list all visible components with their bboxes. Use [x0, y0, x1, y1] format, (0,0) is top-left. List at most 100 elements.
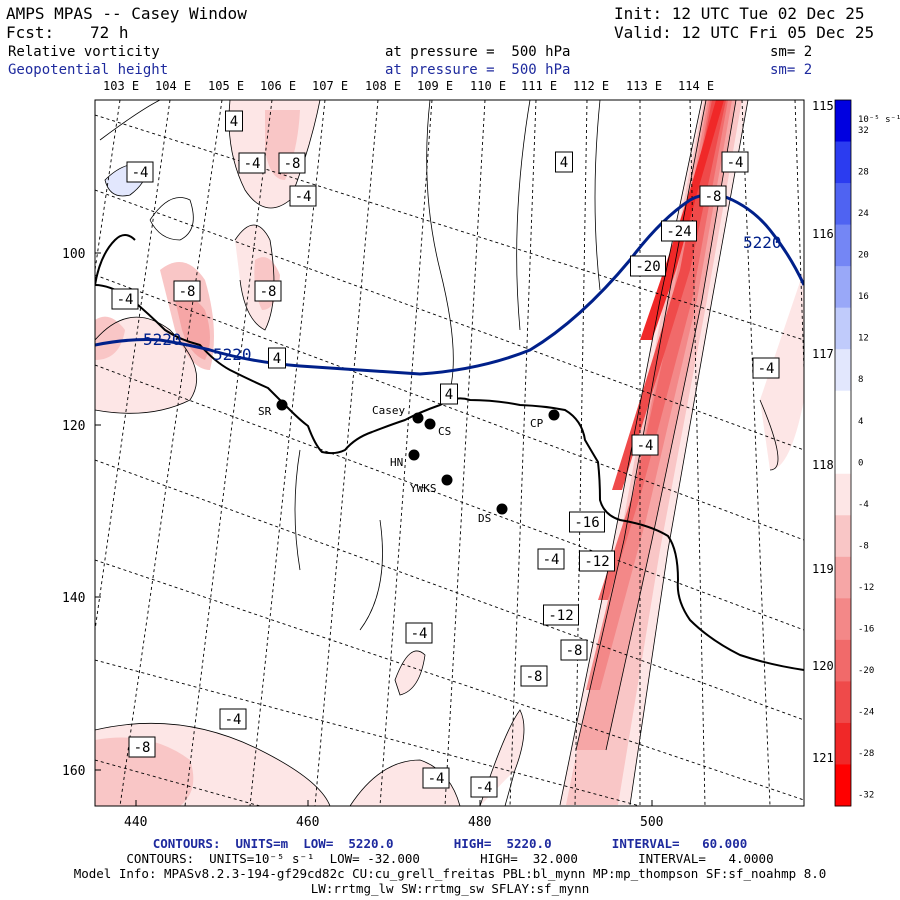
- colorbar-level: -20: [858, 666, 874, 676]
- station-hn: HN: [390, 449, 420, 469]
- colorbar-level: 32: [858, 126, 869, 136]
- vorticity-label: -8: [520, 665, 548, 687]
- colorbar-level: 28: [858, 168, 869, 178]
- svg-text:-4: -4: [132, 165, 149, 181]
- top-lon-label: 113 E: [626, 79, 662, 93]
- footer-model-info: Model Info: MPASv8.2.3-194-gf29cd82c CU:…: [73, 866, 827, 881]
- plot-frame: [94, 99, 805, 807]
- svg-text:YWKS: YWKS: [410, 482, 437, 495]
- bottom-x-ticks: 440 460 480 500: [124, 800, 663, 830]
- colorbar-swatch: [835, 722, 851, 765]
- svg-text:4: 4: [273, 351, 281, 367]
- colorbar-swatch: [835, 100, 851, 143]
- vorticity-label: -4: [289, 185, 317, 207]
- svg-text:SR: SR: [258, 405, 272, 418]
- svg-text:CS: CS: [438, 425, 451, 438]
- vorticity-label: -8: [254, 280, 282, 302]
- top-lon-label: 110 E: [470, 79, 506, 93]
- station-sr: SR: [258, 399, 288, 418]
- top-lon-label: 106 E: [260, 79, 296, 93]
- colorbar-level: -16: [858, 624, 874, 634]
- top-lon-label: 108 E: [365, 79, 401, 93]
- station-cs: CS: [424, 418, 451, 438]
- colorbar-swatch: [835, 349, 851, 392]
- vorticity-label: -4: [752, 357, 780, 379]
- vorticity-label: -4: [537, 548, 565, 570]
- vorticity-label: 4: [440, 383, 458, 405]
- svg-text:-4: -4: [543, 552, 560, 568]
- vorticity-label: -4: [111, 288, 139, 310]
- svg-text:-20: -20: [635, 259, 660, 275]
- svg-text:-4: -4: [244, 156, 261, 172]
- station-ywks: YWKS: [410, 474, 453, 495]
- x-tick-label: 460: [296, 815, 319, 830]
- colorbar-swatch: [835, 183, 851, 226]
- init-time: Init: 12 UTC Tue 02 Dec 25: [614, 4, 865, 23]
- svg-text:-4: -4: [411, 626, 428, 642]
- colorbar-level: 16: [858, 292, 869, 302]
- map-figure: 5220 5220 5220 4-4 -8-44 -4-8-24-20-4 -8 -84…: [62, 79, 900, 830]
- svg-text:-8: -8: [179, 284, 196, 300]
- svg-text:-8: -8: [284, 156, 301, 172]
- colorbar-level: 20: [858, 251, 869, 261]
- vorticity-label: -8: [173, 280, 201, 302]
- top-lon-label: 114 E: [678, 79, 714, 93]
- vorticity-label: -4: [422, 767, 450, 789]
- svg-text:4: 4: [445, 387, 453, 403]
- top-longitude-labels: 103 E 104 E 105 E 106 E 107 E 108 E 109 E 110 E…: [103, 79, 714, 93]
- colorbar-level: -8: [858, 541, 869, 551]
- svg-text:-16: -16: [574, 515, 599, 531]
- left-y-ticks: 100 120 140 160: [62, 247, 101, 779]
- colorbar-swatch: [835, 556, 851, 599]
- top-lon-label: 107 E: [312, 79, 348, 93]
- vorticity-label: 4: [268, 347, 286, 369]
- y-tick-label: 100: [62, 247, 85, 262]
- svg-text:-8: -8: [134, 740, 151, 756]
- field2-pressure: at pressure = 500 hPa: [385, 62, 571, 78]
- vorticity-label: -4: [721, 151, 749, 173]
- stations: SR Casey CS HN YWKS DS CP: [258, 399, 560, 525]
- vorticity-label: -12: [579, 550, 615, 572]
- colorbar-level: -12: [858, 583, 874, 593]
- x-tick-label: 440: [124, 815, 147, 830]
- station-cp: CP: [530, 409, 560, 430]
- colorbar-swatch: [835, 266, 851, 309]
- colorbar-swatch: [835, 681, 851, 724]
- coastline: [95, 284, 804, 671]
- colorbar-level: 24: [858, 209, 869, 219]
- map-area: [95, 100, 804, 806]
- colorbar: 32 28 24 20 16 12 8 4 0 -4 -8 -12 -16 -20 -24 -28 -32: [834, 99, 874, 807]
- colorbar-level: 0: [858, 458, 863, 468]
- svg-text:-12: -12: [584, 554, 609, 570]
- svg-text:HN: HN: [390, 456, 403, 469]
- vorticity-label: -20: [630, 255, 666, 277]
- colorbar-swatch: [835, 473, 851, 516]
- footer-physics: LW:rrtmg_lw SW:rrtmg_sw SFLAY:sf_mynn: [310, 881, 590, 896]
- y-tick-label: 120: [62, 419, 85, 434]
- vorticity-label: 4: [225, 110, 243, 132]
- field2-smoothing: sm= 2: [770, 62, 813, 78]
- top-lon-label: 104 E: [155, 79, 191, 93]
- colorbar-swatch: [835, 515, 851, 558]
- vorticity-label: -16: [569, 511, 605, 533]
- colorbar-level: 8: [858, 375, 863, 385]
- field1-name: Relative vorticity: [8, 44, 160, 60]
- svg-text:-24: -24: [666, 224, 691, 240]
- colorbar-swatch: [835, 432, 851, 475]
- vorticity-label: -4: [219, 708, 247, 730]
- vorticity-label: -4: [238, 152, 266, 174]
- colorbar-unit: 10⁻⁵ s⁻¹: [858, 115, 900, 125]
- vorticity-labels: 4 -4 -8 -4 4 -4 -8 -24 -20 -4 -8 -8 4 4 -4 -4 -16 -12 -4 -1…: [111, 110, 780, 798]
- colorbar-level: -24: [858, 707, 874, 717]
- colorbar-swatch: [835, 764, 851, 807]
- colorbar-level: 12: [858, 334, 869, 344]
- footer-contour-vorticity: CONTOURS: UNITS=10⁻⁵ s⁻¹ LOW= -32.000 HI…: [126, 851, 774, 866]
- station-ds: DS: [478, 503, 508, 525]
- colorbar-swatch: [835, 598, 851, 641]
- top-lon-label: 112 E: [573, 79, 609, 93]
- svg-text:-12: -12: [548, 608, 573, 624]
- field1-pressure: at pressure = 500 hPa: [385, 44, 571, 60]
- top-lon-label: 105 E: [208, 79, 244, 93]
- colorbar-swatch: [835, 639, 851, 682]
- vorticity-label: -8: [128, 736, 156, 758]
